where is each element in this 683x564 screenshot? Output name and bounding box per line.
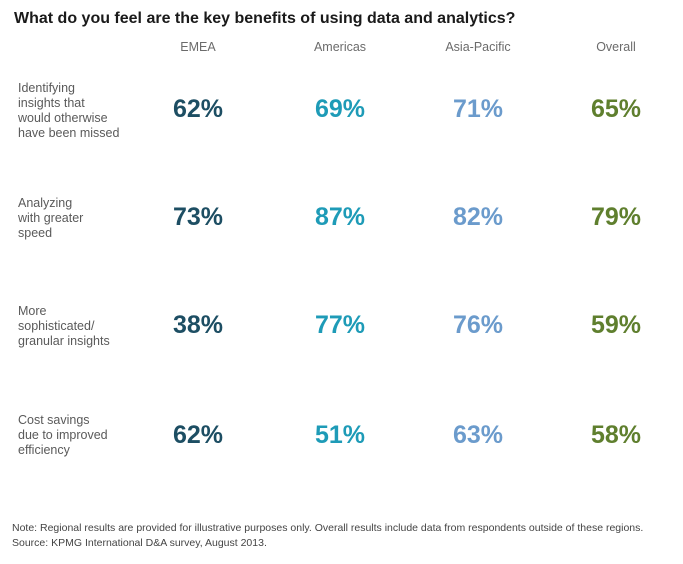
row-label: More sophisticated/ granular insights (18, 304, 110, 348)
column-header-asia-pacific: Asia-Pacific (445, 40, 511, 54)
value-emea: 62% (172, 95, 224, 123)
value-overall: 79% (590, 203, 642, 231)
row-label: Identifying insights that would otherwis… (18, 81, 120, 140)
value-overall: 59% (590, 311, 642, 339)
value-americas: 77% (314, 311, 366, 339)
column-header-emea: EMEA (180, 40, 216, 54)
value-americas: 51% (314, 421, 366, 449)
row-label: Analyzing with greater speed (18, 196, 84, 240)
value-overall: 65% (590, 95, 642, 123)
value-asia-pacific: 71% (452, 95, 504, 123)
value-asia-pacific: 82% (452, 203, 504, 231)
value-emea: 62% (172, 421, 224, 449)
column-header-overall: Overall (596, 40, 636, 54)
value-emea: 38% (172, 311, 224, 339)
value-emea: 73% (172, 203, 224, 231)
row-label: Cost savings due to improved efficiency (18, 413, 108, 457)
footnote: Note: Regional results are provided for … (12, 521, 643, 551)
value-asia-pacific: 63% (452, 421, 504, 449)
chart-title: What do you feel are the key benefits of… (14, 10, 516, 27)
footnote-note: Note: Regional results are provided for … (12, 522, 644, 534)
value-americas: 69% (314, 95, 366, 123)
footnote-source: Source: KPMG International D&A survey, A… (12, 537, 267, 549)
value-americas: 87% (314, 203, 366, 231)
value-asia-pacific: 76% (452, 311, 504, 339)
column-header-americas: Americas (313, 40, 367, 54)
value-overall: 58% (590, 421, 642, 449)
